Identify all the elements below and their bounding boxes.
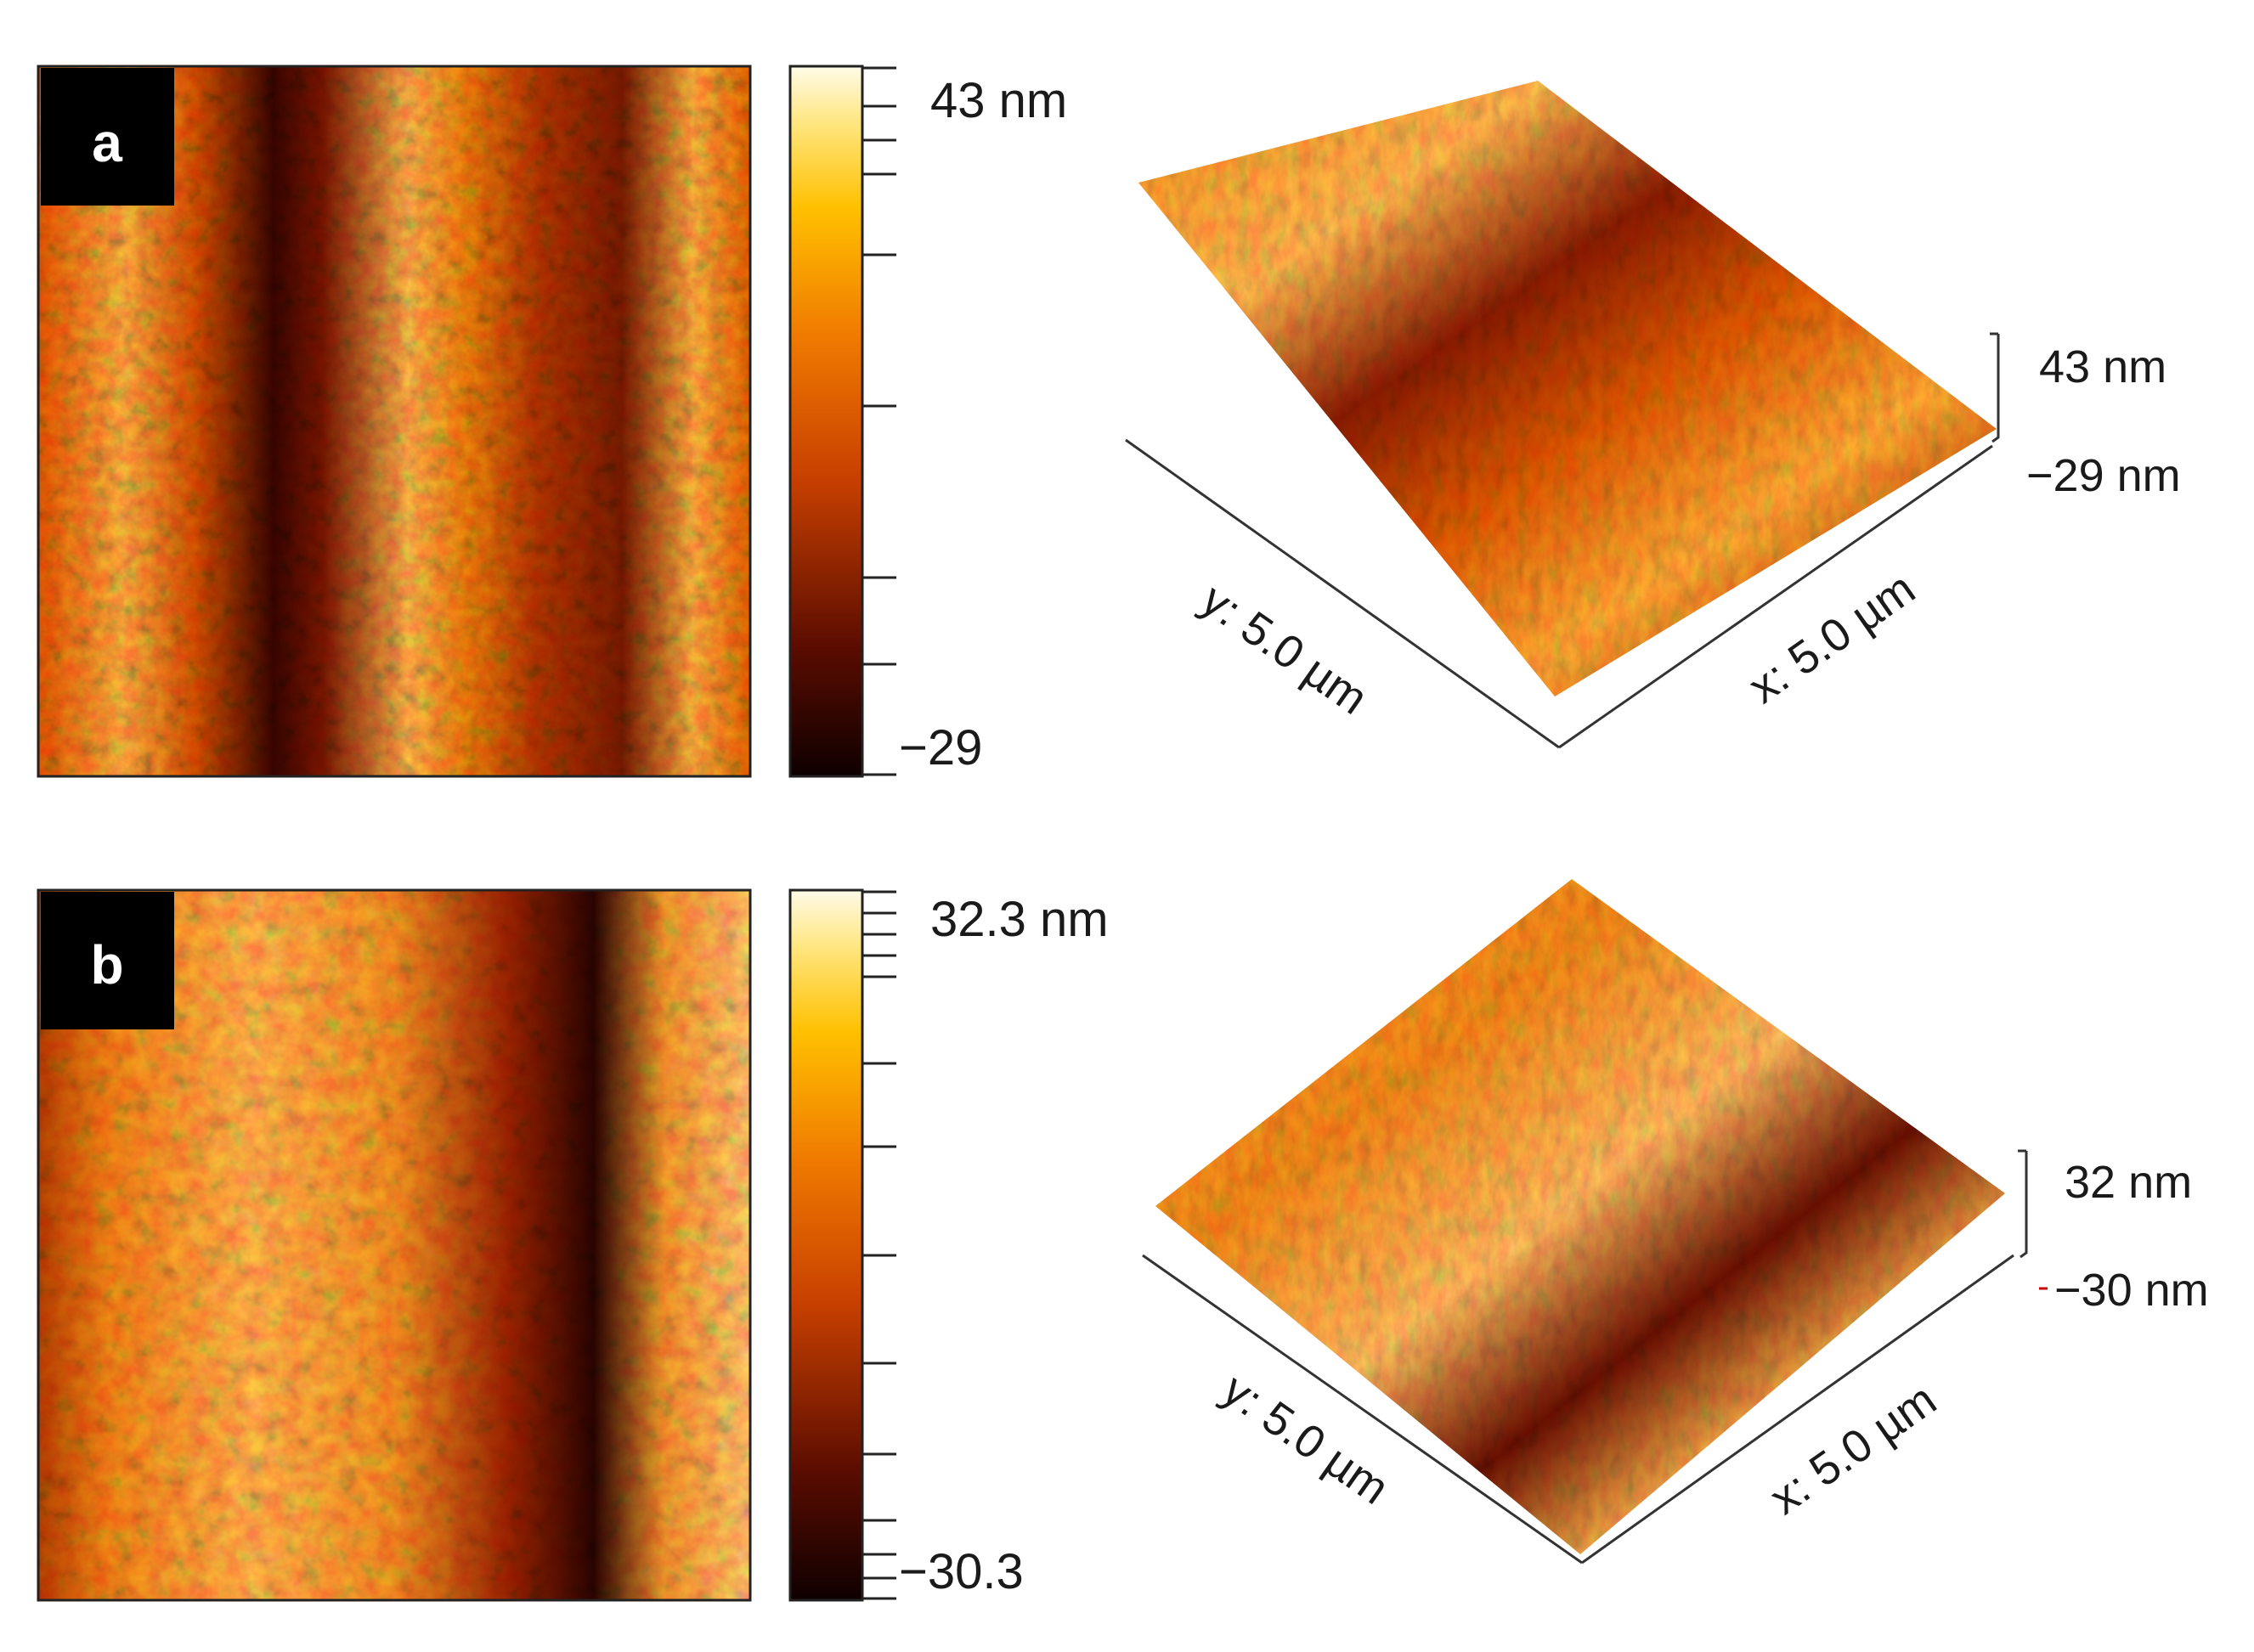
colorbar-a-min-label: −29 xyxy=(899,720,982,775)
panel-a: a 43 nm −29 xyxy=(37,65,2181,778)
panel-label-b-text: b xyxy=(90,934,123,995)
colorbar-b-min-label: −30.3 xyxy=(899,1544,1024,1599)
colorbar-a: 43 nm −29 xyxy=(788,65,1067,778)
z-max-label-a: 43 nm xyxy=(2039,341,2166,392)
colorbar-a-max-label: 43 nm xyxy=(930,73,1067,128)
afm-height-map-b xyxy=(37,888,752,1602)
axis-y-label-b: y: 5.0 µm xyxy=(1213,1364,1398,1514)
colorbar-b-max-label: 32.3 nm xyxy=(930,892,1109,947)
afm-3d-view-b: y: 5.0 µm x: 5.0 µm 32 nm −30 nm xyxy=(1142,879,2209,1565)
z-min-label-a: −29 nm xyxy=(2026,450,2181,501)
panel-b: b 32.3 nm −30.3 xyxy=(37,879,2209,1602)
z-max-label-b: 32 nm xyxy=(2065,1157,2192,1208)
panel-label-a: a xyxy=(41,68,174,206)
afm-3d-view-a: y: 5.0 µm x: 5.0 µm 43 nm −29 nm xyxy=(1125,81,2181,749)
colorbar-b: 32.3 nm −30.3 xyxy=(788,888,1109,1602)
axis-x-label-a: x: 5.0 µm xyxy=(1739,563,1924,713)
panel-label-b: b xyxy=(41,892,174,1029)
z-min-label-b: −30 nm xyxy=(2054,1265,2209,1316)
panel-label-a-text: a xyxy=(92,112,122,173)
axis-y-label-a: y: 5.0 µm xyxy=(1192,574,1376,725)
axis-x-label-b: x: 5.0 µm xyxy=(1760,1374,1945,1525)
